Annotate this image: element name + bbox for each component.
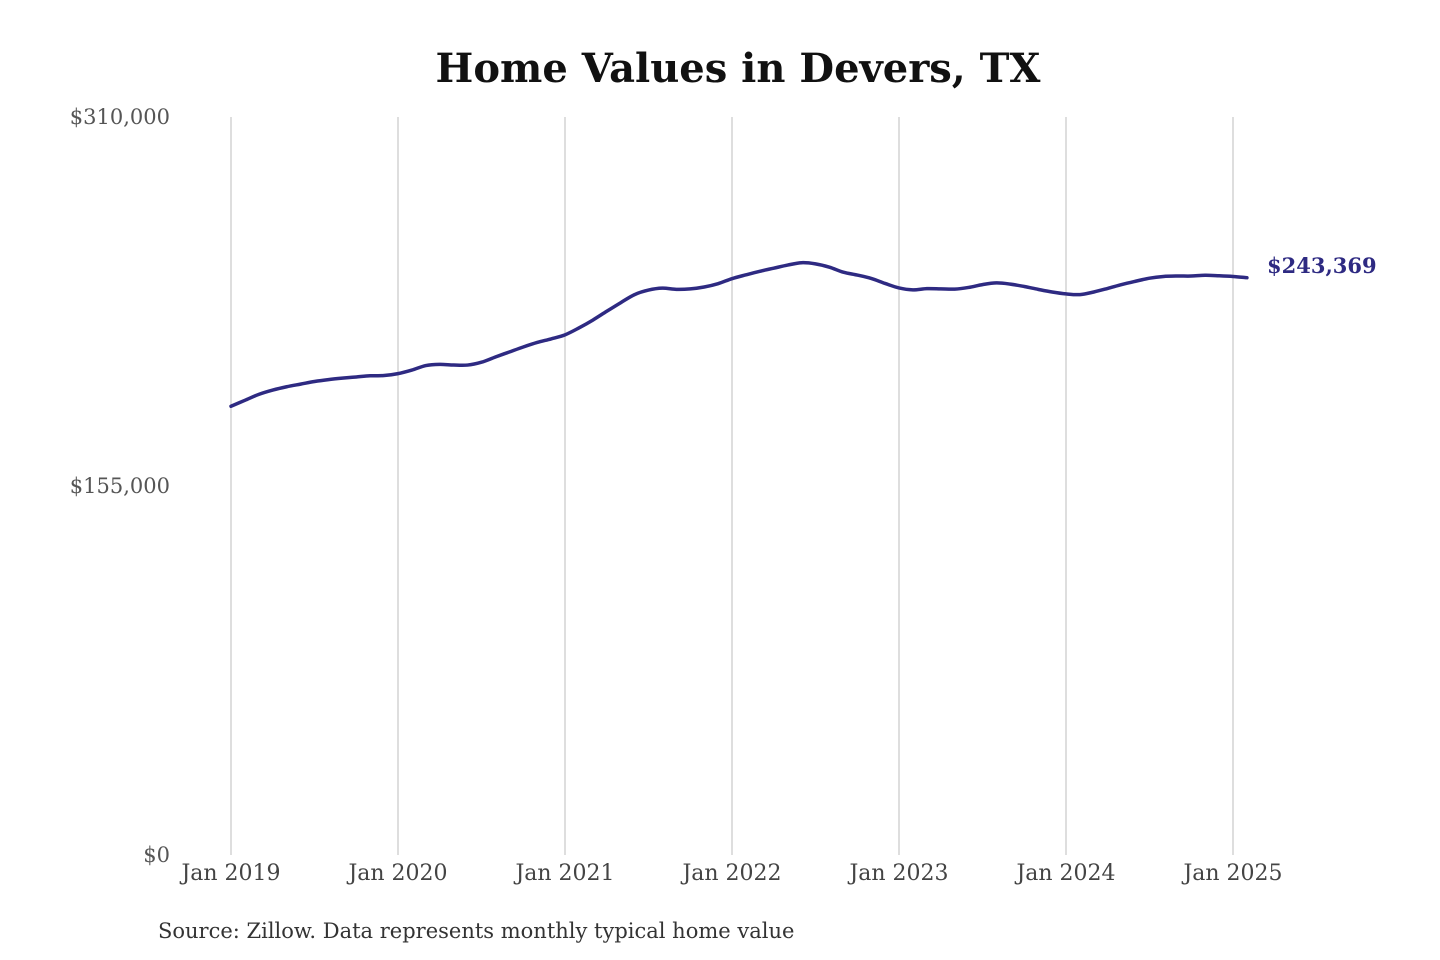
x-tick-label: Jan 2022 — [680, 861, 781, 886]
x-tick-label: Jan 2024 — [1014, 861, 1115, 886]
x-tick-label: Jan 2021 — [513, 861, 614, 886]
home-value-line — [229, 260, 1249, 408]
grid-layer — [230, 117, 1234, 855]
x-tick-label: Jan 2025 — [1181, 861, 1282, 886]
x-tick-label: Jan 2023 — [847, 861, 948, 886]
x-tick-label: Jan 2020 — [346, 861, 447, 886]
y-axis-tick-labels: $0 $155,000 $310,000 — [70, 105, 170, 867]
last-value-label: $243,369 — [1267, 253, 1377, 278]
y-tick-label: $155,000 — [70, 474, 170, 498]
x-axis-tick-labels: Jan 2019 Jan 2020 Jan 2021 Jan 2022 Jan 2023… — [179, 861, 1282, 886]
chart-title: Home Values in Devers, TX — [436, 45, 1041, 92]
series-layer — [229, 260, 1249, 408]
y-tick-label: $310,000 — [70, 105, 170, 129]
source-note: Source: Zillow. Data represents monthly … — [158, 919, 794, 943]
x-tick-label: Jan 2019 — [179, 861, 280, 886]
y-tick-label: $0 — [143, 843, 170, 867]
